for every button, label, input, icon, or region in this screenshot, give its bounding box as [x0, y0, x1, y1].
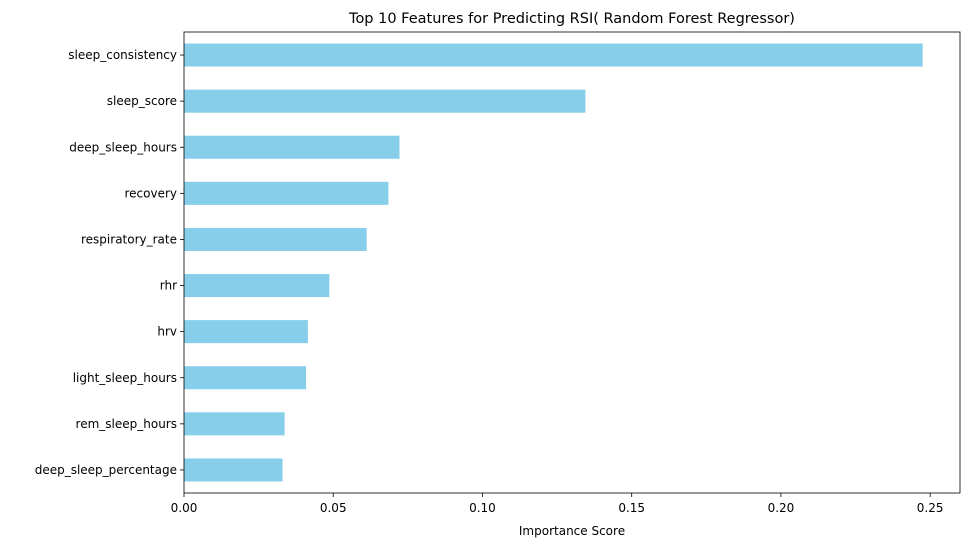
bar-deep-sleep-hours [184, 135, 400, 159]
bar-sleep-score [184, 89, 586, 113]
y-tick-label: hrv [157, 325, 177, 339]
y-tick-label: light_sleep_hours [73, 371, 177, 385]
y-tick-label: rem_sleep_hours [76, 417, 177, 431]
bar-light-sleep-hours [184, 366, 307, 390]
bar-hrv [184, 320, 308, 344]
bar-rhr [184, 274, 330, 298]
x-axis-label: Importance Score [519, 524, 625, 538]
x-tick-label: 0.10 [469, 501, 496, 515]
x-tick-label: 0.05 [320, 501, 347, 515]
y-tick-label: sleep_consistency [68, 48, 177, 62]
y-tick-label: sleep_score [107, 94, 177, 108]
y-tick-label: recovery [124, 186, 177, 200]
bars-group [184, 43, 923, 482]
chart-title: Top 10 Features for Predicting RSI( Rand… [348, 11, 795, 27]
x-tick-label: 0.25 [917, 501, 944, 515]
bar-recovery [184, 181, 389, 205]
x-tick-label: 0.00 [171, 501, 198, 515]
bar-respiratory-rate [184, 227, 367, 251]
y-tick-label: deep_sleep_hours [69, 140, 177, 154]
x-tick-label: 0.20 [768, 501, 795, 515]
bar-deep-sleep-percentage [184, 458, 283, 482]
bar-rem-sleep-hours [184, 412, 285, 436]
y-tick-label: deep_sleep_percentage [35, 463, 177, 477]
x-tick-label: 0.15 [618, 501, 645, 515]
y-tick-label: rhr [160, 279, 177, 293]
axes-group: sleep_consistency sleep_score deep_sleep_h… [35, 31, 961, 515]
y-tick-label: respiratory_rate [81, 232, 177, 246]
plot-frame [183, 31, 961, 494]
bar-sleep-consistency [184, 43, 923, 67]
